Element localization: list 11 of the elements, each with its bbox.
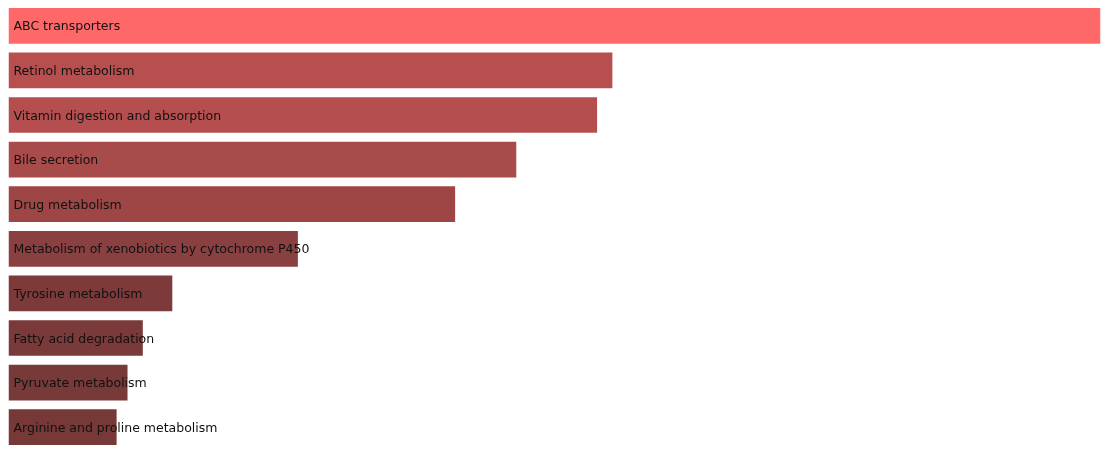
y-tick-label: Drug metabolism [13,196,122,212]
y-tick-label: Retinol metabolism [13,62,135,78]
y-tick-label: Tyrosine metabolism [12,285,143,301]
bar [8,52,613,89]
y-tick-label: Bile secretion [13,152,99,168]
bar [8,141,517,178]
bar [8,97,598,133]
y-tick-label: Vitamin digestion and absorption [13,107,222,123]
bar [8,7,1101,44]
bar [8,186,456,223]
y-tick-label: ABC transporters [13,18,121,34]
